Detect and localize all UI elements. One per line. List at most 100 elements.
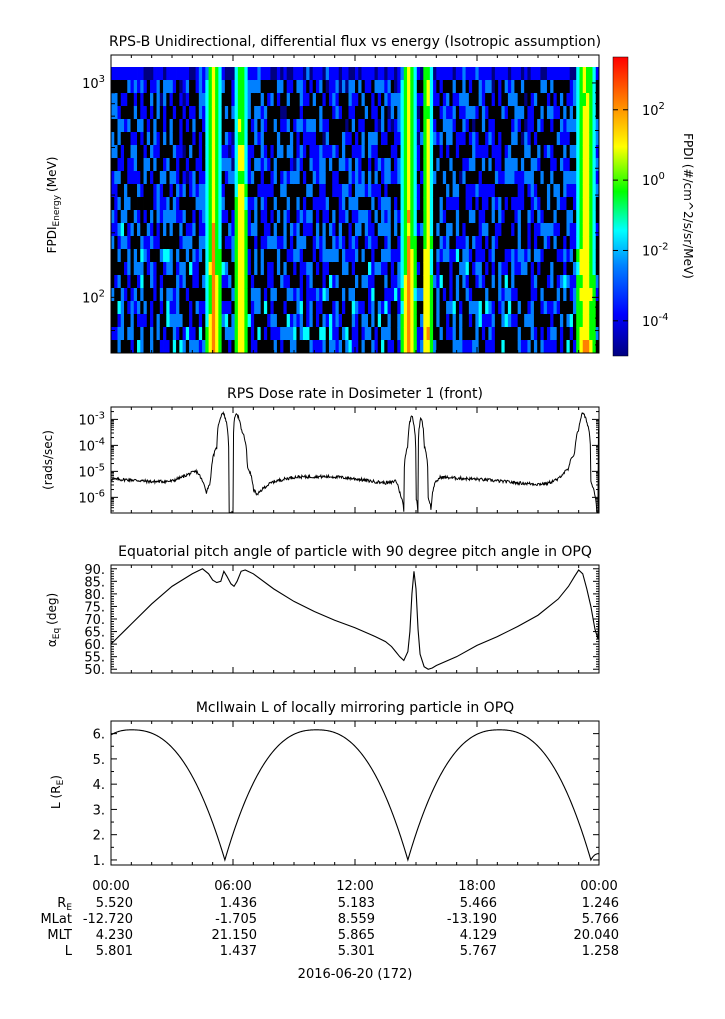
- spectrogram-cell: [553, 262, 558, 276]
- spectrogram-cell: [153, 301, 157, 315]
- spectrogram-cell: [202, 67, 206, 81]
- colorbar-tick-label: 10-2: [642, 241, 669, 259]
- spectrogram-cell: [315, 132, 320, 146]
- spectrogram-cell: [325, 158, 330, 172]
- spectrogram-cell: [494, 275, 499, 289]
- spectrogram-cell: [215, 301, 219, 315]
- spectrogram-cell: [280, 93, 284, 107]
- spectrogram-cell: [153, 327, 157, 341]
- spectrogram-cell: [559, 249, 564, 263]
- spectrogram-cell: [511, 197, 515, 211]
- spectrogram-cell: [156, 93, 161, 107]
- spectrogram-cell: [169, 67, 174, 81]
- spectrogram-cell: [306, 67, 310, 81]
- spectrogram-cell: [130, 171, 135, 185]
- spectrogram-cell: [156, 314, 161, 328]
- spectrogram-cell: [254, 327, 258, 341]
- spectrogram-cell: [215, 210, 219, 224]
- spectrogram-cell: [237, 119, 242, 133]
- spectrogram-cell: [572, 93, 577, 107]
- spectrogram-cell: [182, 80, 187, 94]
- spectrogram-cell: [254, 171, 258, 185]
- spectrogram-cell: [309, 145, 314, 159]
- spectrogram-cell: [462, 340, 467, 354]
- spectrogram-cell: [553, 301, 558, 315]
- spectrogram-cell: [247, 145, 252, 159]
- spectrogram-cell: [348, 314, 353, 328]
- spectrogram-cell: [377, 275, 382, 289]
- spectrogram-cell: [270, 145, 275, 159]
- spectrogram-cell: [381, 158, 385, 172]
- spectrogram-cell: [120, 210, 125, 224]
- spectrogram-cell: [234, 275, 239, 289]
- spectrogram-cell: [481, 314, 486, 328]
- spectrogram-cell: [114, 158, 118, 172]
- spectrogram-cell: [198, 340, 203, 354]
- spectrogram-cell: [585, 223, 590, 237]
- spectrogram-cell: [254, 132, 258, 146]
- spectrogram-cell: [176, 340, 180, 354]
- spectrogram-cell: [569, 119, 574, 133]
- spectrogram-cell: [221, 327, 226, 341]
- spectrogram-cell: [384, 249, 388, 263]
- spectrogram-cell: [293, 236, 297, 250]
- spectrogram-cell: [263, 301, 268, 315]
- spectrogram-cell: [315, 210, 320, 224]
- spectrogram-cell: [228, 67, 232, 81]
- spectrogram-cell: [517, 210, 522, 224]
- spectrogram-cell: [355, 145, 359, 159]
- spectrogram-cell: [332, 223, 336, 237]
- spectrogram-cell: [494, 210, 499, 224]
- spectrogram-cell: [192, 236, 196, 250]
- spectrogram-cell: [361, 340, 366, 354]
- spectrogram-cell: [413, 132, 418, 146]
- spectrogram-cell: [546, 262, 551, 276]
- spectrogram-cell: [189, 314, 193, 328]
- spectrogram-cell: [468, 210, 473, 224]
- spectrogram-cell: [498, 301, 502, 315]
- spectrogram-cell: [137, 158, 141, 172]
- spectrogram-cell: [117, 249, 122, 263]
- spectrogram-cell: [501, 223, 506, 237]
- spectrogram-cell: [156, 340, 161, 354]
- spectrogram-cell: [384, 93, 388, 107]
- spectrogram-cell: [585, 327, 590, 341]
- spectrogram-cell: [449, 223, 453, 237]
- spectrogram-cell: [137, 288, 141, 302]
- spectrogram-cell: [394, 80, 398, 94]
- spectrogram-cell: [257, 249, 262, 263]
- spectrogram-cell: [527, 145, 532, 159]
- spectrogram-cell: [137, 145, 141, 159]
- spectrogram-cell: [302, 340, 307, 354]
- spectrogram-cell: [309, 197, 314, 211]
- spectrogram-cell: [436, 288, 440, 302]
- spectrogram-cell: [263, 327, 268, 341]
- spectrogram-cell: [377, 327, 382, 341]
- spectrogram-cell: [566, 210, 571, 224]
- spectrogram-cell: [384, 197, 388, 211]
- spectrogram-cell: [540, 210, 545, 224]
- spectrogram-cell: [286, 210, 291, 224]
- spectrogram-cell: [325, 249, 330, 263]
- spectrogram-cell: [527, 236, 532, 250]
- spectrogram-cell: [296, 301, 301, 315]
- spectrogram-cell: [228, 80, 232, 94]
- spectrogram-cell: [247, 210, 252, 224]
- spectrogram-cell: [381, 106, 385, 120]
- spectrogram-cell: [166, 145, 170, 159]
- spectrogram-cell: [556, 288, 561, 302]
- spectrogram-cell: [455, 171, 460, 185]
- spectrogram-cell: [270, 158, 275, 172]
- spectrogram-cell: [335, 119, 340, 133]
- spectrogram-cell: [439, 262, 444, 276]
- spectrogram-cell: [185, 210, 190, 224]
- spectrogram-cell: [507, 93, 512, 107]
- pitch-angle-y-ticks: 90.85.80.75.70.65.60.55.50.: [84, 563, 599, 678]
- spectrogram-cell: [501, 171, 506, 185]
- spectrogram-cell: [328, 327, 333, 341]
- spectrogram-cell: [407, 236, 411, 250]
- spectrogram-cell: [355, 184, 359, 198]
- spectrogram-cell: [387, 106, 392, 120]
- spectrogram-cell: [475, 106, 480, 120]
- spectrogram-cell: [494, 223, 499, 237]
